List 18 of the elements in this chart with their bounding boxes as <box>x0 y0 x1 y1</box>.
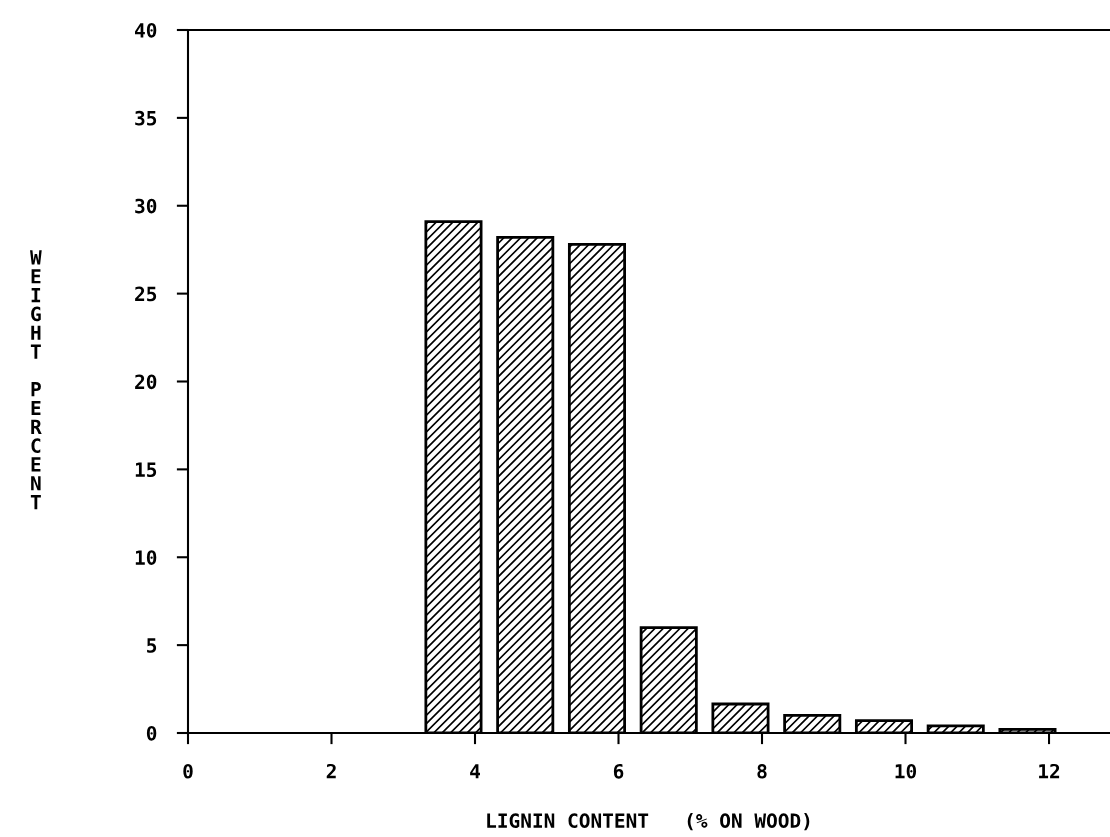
y-tick-label: 10 <box>135 550 157 565</box>
y-tick-label: 35 <box>135 110 157 126</box>
y-tick-label: 15 <box>135 462 157 478</box>
x-tick-label: 4 <box>470 764 480 779</box>
x-tick-label: 0 <box>183 763 193 779</box>
x-tick-label: 10 <box>895 763 917 779</box>
y-tick-label: 25 <box>135 286 157 302</box>
x-tick-label: 6 <box>613 763 624 779</box>
x-tick-label: 2 <box>326 763 336 779</box>
x-axis-title: LIGNIN CONTENT (% ON WOOD) <box>487 812 810 831</box>
y-tick-label: 30 <box>135 198 157 214</box>
text: WEIGHT PERCENT <box>30 250 42 510</box>
y-tick-label: 0 <box>146 725 157 741</box>
y-tick-label: 5 <box>147 638 157 653</box>
y-tick-label: 40 <box>135 22 157 38</box>
x-tick-label: 8 <box>757 763 767 779</box>
y-tick-label: 20 <box>135 374 157 390</box>
x-tick-label: 12 <box>1039 763 1060 779</box>
